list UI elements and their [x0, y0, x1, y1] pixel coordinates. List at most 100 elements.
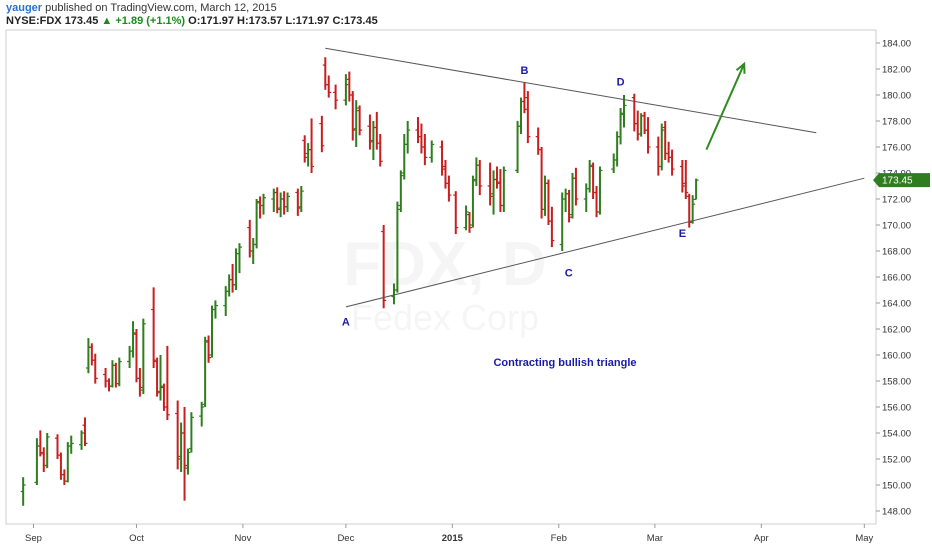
- ohlc-bar: [549, 206, 555, 248]
- ohlc-bar: [566, 189, 572, 223]
- y-tick-label: 150.00: [882, 481, 911, 492]
- ohlc-bar: [175, 400, 181, 470]
- ohlc-bar: [209, 305, 215, 358]
- ohlc-bar: [247, 219, 253, 258]
- ohlc-bar: [233, 248, 239, 290]
- ohlc-bars: [20, 57, 699, 506]
- ohlc-bar: [693, 178, 699, 200]
- up-triangle-icon: ▲: [101, 15, 113, 27]
- y-tick-label: 158.00: [882, 377, 911, 388]
- y-tick-label: 168.00: [882, 247, 911, 258]
- ohlc-bar: [521, 82, 527, 114]
- x-tick-label: Nov: [234, 533, 251, 544]
- price-change: +1.89 (+1.1%): [115, 15, 186, 27]
- price-tag-box: [873, 173, 930, 188]
- ohlc-bar: [188, 412, 194, 453]
- ohlc-bar: [494, 166, 500, 189]
- ohlc-bar: [487, 162, 493, 206]
- y-tick-label: 152.00: [882, 455, 911, 466]
- ohlc-bar: [82, 417, 88, 446]
- trendline-lower: [345, 177, 865, 308]
- ohlc-bar: [281, 191, 287, 215]
- ohlc-bar: [535, 127, 541, 155]
- wave-label-E: E: [679, 228, 686, 240]
- ohlc-bar: [542, 175, 548, 216]
- ohlc-bar: [429, 140, 435, 163]
- y-tick-label: 170.00: [882, 221, 911, 232]
- ohlc-bar: [298, 186, 304, 212]
- ohlc-bar: [92, 353, 98, 384]
- last-price: 173.45: [64, 15, 99, 27]
- x-tick-label: 2015: [442, 533, 464, 544]
- ohlc-bar: [662, 121, 668, 160]
- x-tick-label: Apr: [754, 533, 769, 544]
- ohlc-bar: [103, 368, 109, 388]
- author-link[interactable]: yauger: [6, 2, 43, 14]
- ohlc-bar: [79, 430, 85, 450]
- watermark: FDX, D Fedex Corp: [343, 230, 546, 338]
- ohlc-bar: [570, 173, 575, 219]
- last-price-tag: 173.45: [873, 173, 930, 188]
- ohlc-bar: [666, 141, 672, 163]
- ohlc-bar: [37, 430, 43, 457]
- watermark-ticker: FDX, D: [343, 230, 546, 299]
- ohlc-bar: [326, 75, 332, 98]
- x-tick-label: Feb: [551, 533, 567, 544]
- ohlc-bar: [254, 199, 260, 249]
- y-tick-label: 148.00: [882, 507, 911, 518]
- ohlc-bar: [539, 147, 545, 219]
- ohlc-bar: [659, 123, 665, 171]
- trendline-upper: [325, 47, 817, 134]
- ohlc-bar: [518, 97, 524, 134]
- ohlc-bar: [309, 118, 315, 173]
- ohlc-bar: [638, 113, 644, 137]
- ohlc-bar: [573, 167, 579, 206]
- ohlc-bar: [274, 187, 280, 214]
- ohlc-bar: [669, 149, 675, 176]
- ohlc-bar: [116, 357, 122, 387]
- chart-header: yauger published on TradingView.com, Mar…: [6, 2, 378, 28]
- ohlc-bar: [319, 115, 325, 153]
- ohlc-bar: [655, 136, 661, 176]
- ohlc-bar: [405, 121, 411, 154]
- ohlc-values: O:171.97 H:173.57 L:171.97 C:173.45: [188, 15, 378, 27]
- y-tick-label: 184.00: [882, 39, 911, 50]
- ohlc-bar: [635, 110, 641, 141]
- ohlc-bar: [683, 160, 689, 199]
- ohlc-bar: [367, 114, 373, 150]
- ohlc-bar: [453, 191, 459, 235]
- ohlc-bar: [501, 166, 507, 212]
- ohlc-bar: [381, 225, 387, 309]
- ohlc-bar: [357, 105, 363, 136]
- x-tick-label: Sep: [25, 533, 42, 544]
- y-tick-label: 172.00: [882, 195, 911, 206]
- ohlc-bar: [61, 469, 67, 485]
- ohlc-bar: [618, 108, 624, 145]
- y-tick-label: 180.00: [882, 91, 911, 102]
- ohlc-bar: [236, 243, 242, 274]
- ohlc-bar: [158, 355, 163, 401]
- forecast-arrow: [705, 63, 746, 151]
- ohlc-bar: [631, 93, 637, 132]
- x-tick-label: Oct: [129, 533, 144, 544]
- ohlc-bar: [446, 175, 452, 202]
- ohlc-bar: [65, 442, 71, 483]
- ohlc-bar: [463, 205, 469, 231]
- forecast-arrow-head: [735, 61, 746, 74]
- ohlc-bar: [563, 188, 569, 212]
- ohlc-bar: [178, 422, 184, 472]
- ohlc-bar: [226, 274, 232, 297]
- ohlc-bar: [587, 160, 593, 193]
- x-tick-label: Dec: [337, 533, 354, 544]
- ohlc-bar: [333, 84, 339, 110]
- ohlc-bar: [41, 447, 47, 472]
- ohlc-bar: [185, 448, 191, 475]
- y-tick-label: 176.00: [882, 143, 911, 154]
- ohlc-bar: [515, 121, 521, 173]
- axes: 148.00 150.00 152.00 154.00 156.00 158.00 160.…: [25, 39, 930, 544]
- ohlc-bar: [257, 196, 263, 219]
- ohlc-bar: [442, 160, 448, 189]
- y-tick-label: 160.00: [882, 351, 911, 362]
- watermark-name: Fedex Corp: [351, 297, 539, 338]
